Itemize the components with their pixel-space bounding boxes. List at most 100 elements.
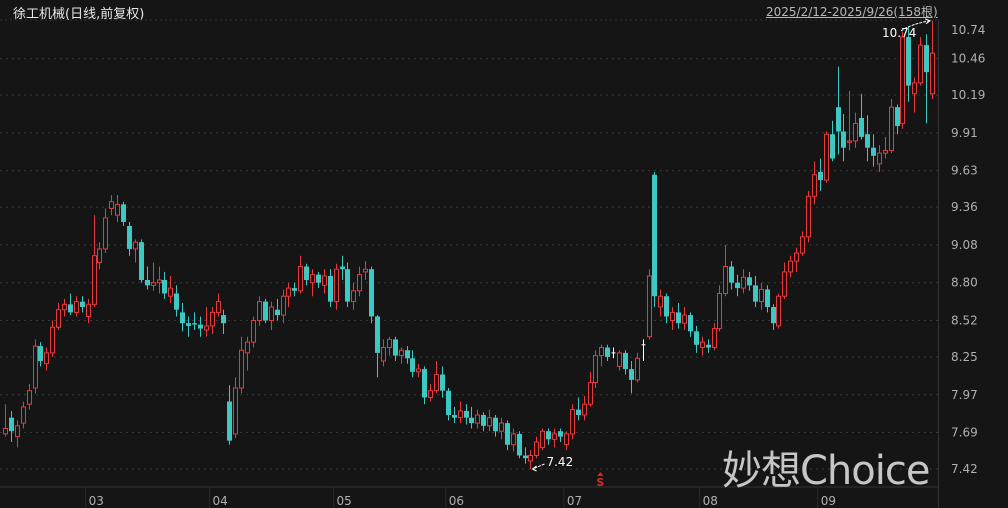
candle-body [747, 277, 752, 286]
candle [251, 316, 256, 348]
candle [210, 307, 215, 334]
candle [21, 401, 26, 429]
candle [812, 161, 817, 205]
candle [900, 31, 905, 129]
candle-body [593, 355, 598, 384]
candle-body [393, 339, 398, 356]
candle-body [109, 201, 114, 209]
candle [824, 131, 829, 183]
candle [139, 239, 144, 283]
candle [593, 350, 598, 388]
candle-body [469, 417, 474, 424]
candle [298, 255, 303, 294]
candle [582, 396, 587, 421]
y-tick-label: 7.97 [951, 388, 978, 402]
candle-body [174, 293, 179, 310]
candle-body [3, 428, 8, 435]
candle-body [416, 368, 421, 373]
candle-body [534, 441, 539, 456]
candle-body [830, 134, 835, 159]
candle-body [523, 455, 528, 459]
candle-body [599, 347, 604, 357]
candle-body [517, 433, 522, 456]
candle [292, 282, 297, 297]
candle [316, 271, 321, 289]
candle [369, 266, 374, 324]
candle-body [399, 349, 404, 357]
candle-body [818, 172, 823, 181]
candle-body [198, 324, 203, 329]
candle-body [505, 423, 510, 445]
grid-lines [0, 19, 938, 470]
candle-body [682, 314, 687, 324]
candle-body [617, 352, 622, 367]
candle [115, 194, 120, 222]
candle [706, 339, 711, 353]
candle [198, 316, 203, 337]
candle [759, 282, 764, 310]
candle-body [68, 304, 73, 313]
candle [859, 93, 864, 140]
candle [865, 115, 870, 162]
annotations: 10.74 7.42 S [531, 18, 932, 489]
candle [357, 266, 362, 297]
x-tick-label: 09 [821, 494, 836, 508]
candle [464, 404, 469, 425]
candle-body [782, 271, 787, 297]
candle-body [351, 290, 356, 303]
candle [788, 255, 793, 278]
candle [889, 99, 894, 154]
candle-body [405, 350, 410, 359]
candle-body [812, 174, 817, 197]
candle [416, 363, 421, 378]
candle-body [233, 387, 238, 435]
candle [641, 339, 646, 361]
candle-body [127, 226, 132, 249]
candle-body [92, 255, 97, 305]
candle-body [357, 274, 362, 292]
candle-body [912, 82, 917, 95]
candle [92, 215, 97, 307]
y-tick-label: 9.36 [951, 200, 978, 214]
candle [676, 302, 681, 329]
x-tick-label: 08 [703, 494, 718, 508]
candle-body [741, 276, 746, 289]
candle [570, 404, 575, 440]
candle-body [310, 274, 315, 284]
candle-body [895, 107, 900, 127]
candle [670, 307, 675, 330]
candle [245, 336, 250, 371]
candle [700, 336, 705, 356]
candle-body [298, 266, 303, 292]
candle [776, 293, 781, 329]
candle [334, 263, 339, 310]
candle [806, 190, 811, 243]
candle-body [157, 279, 162, 284]
candle [564, 431, 569, 451]
candle [263, 298, 268, 324]
candle [546, 428, 551, 445]
candle-body [735, 282, 740, 289]
candle-body [889, 106, 894, 151]
candle-body [670, 311, 675, 321]
signal-arrow-icon [597, 472, 604, 476]
date-range-link[interactable]: 2025/2/12-2025/9/26(158根) [766, 5, 938, 19]
candle [304, 263, 309, 286]
candle [151, 262, 156, 291]
candle [487, 409, 492, 432]
candle-body [871, 147, 876, 156]
x-tick-label: 06 [449, 494, 464, 508]
candle-body [133, 241, 138, 250]
y-tick-label: 8.25 [951, 350, 978, 364]
candle [157, 266, 162, 294]
candle [227, 385, 232, 445]
candle-body [434, 374, 439, 392]
candle-body [487, 417, 492, 427]
candle-body [410, 358, 415, 372]
candle [883, 136, 888, 159]
candle-body [771, 307, 776, 324]
candle-body [847, 140, 852, 143]
candle-body [334, 268, 339, 303]
candle-body [50, 326, 55, 354]
candle [493, 415, 498, 437]
